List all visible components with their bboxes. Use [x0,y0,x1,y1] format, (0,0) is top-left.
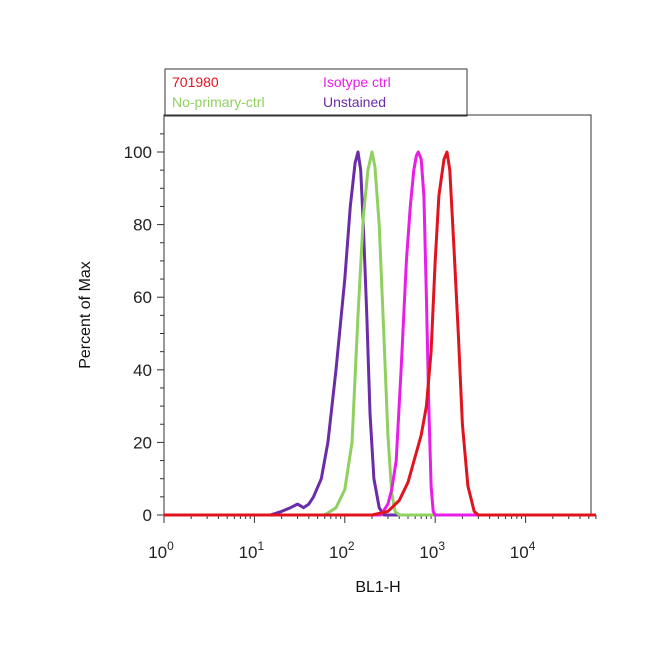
x-axis: 100 101 102 103 104 [148,515,597,562]
legend-frame [164,68,468,117]
y-axis: 0 20 40 60 80 100 [124,133,164,525]
legend-label-no-primary-ctrl: No-primary-ctrl [172,94,265,110]
plot-frame [163,114,592,516]
series-line-unstained [164,150,596,517]
series-line-no-primary-ctrl [164,150,596,517]
legend-label-701980: 701980 [172,74,219,90]
y-tick-label: 80 [133,216,152,235]
x-tick-label: 104 [510,539,536,562]
x-tick-label: 102 [329,539,355,562]
y-tick-label: 40 [133,361,152,380]
x-axis-title: BL1-H [355,579,400,596]
y-axis-title: Percent of Max [77,261,94,369]
y-tick-label: 100 [124,143,152,162]
series-line-isotype-ctrl [164,150,596,517]
y-tick-label: 60 [133,288,152,307]
x-tick-label: 100 [148,539,174,562]
legend-label-unstained: Unstained [323,94,386,110]
x-tick-label: 101 [239,539,265,562]
y-tick-label: 0 [143,506,152,525]
legend-label-isotype-ctrl: Isotype ctrl [323,74,391,90]
series-layer [164,150,596,517]
series-line-701980 [164,150,596,517]
x-tick-label: 103 [419,539,445,562]
y-tick-label: 20 [133,433,152,452]
legend: 701980 Isotype ctrl No-primary-ctrl Unst… [164,68,468,117]
